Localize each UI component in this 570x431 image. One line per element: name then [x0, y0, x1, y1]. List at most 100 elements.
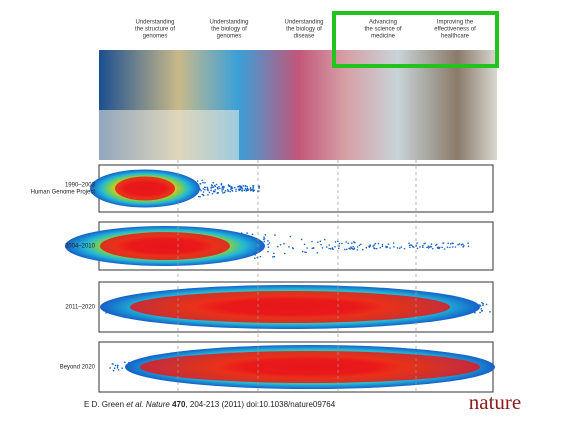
scatter-dot: [362, 249, 364, 251]
scatter-dot: [427, 246, 429, 248]
column-label: genomes: [143, 34, 168, 40]
scatter-dot: [240, 189, 242, 191]
scatter-dot: [112, 363, 114, 365]
scatter-dot: [439, 247, 441, 249]
citation: E D. Green et al. Nature 470, 204-213 (2…: [84, 400, 336, 409]
scatter-dot: [387, 246, 389, 248]
scatter-dot: [274, 234, 276, 236]
scatter-dot: [214, 189, 216, 191]
scatter-dot: [401, 246, 403, 248]
scatter-dot: [280, 244, 282, 246]
scatter-dot: [431, 246, 433, 248]
scatter-dot: [486, 304, 488, 306]
scatter-dot: [211, 185, 213, 187]
scatter-dot: [231, 187, 233, 189]
scatter-dot: [409, 245, 411, 247]
scatter-dot: [335, 241, 337, 243]
scatter-dot: [201, 194, 203, 196]
scatter-dot: [322, 247, 324, 249]
scatter-dot: [197, 180, 199, 182]
scatter-dot: [283, 243, 285, 245]
scatter-dot: [306, 247, 308, 249]
citation-journal: et al. Nature: [126, 400, 172, 409]
scatter-dot: [272, 256, 274, 258]
scatter-dot: [113, 370, 115, 372]
scatter-dot: [373, 247, 375, 249]
scatter-dot: [213, 191, 215, 193]
scatter-dot: [412, 246, 414, 248]
scatter-dot: [450, 243, 452, 245]
scatter-dot: [426, 247, 428, 249]
scatter-dot: [254, 257, 256, 259]
scatter-dot: [489, 311, 491, 313]
scatter-dot: [243, 185, 245, 187]
scatter-dot: [332, 247, 334, 249]
scatter-dot: [222, 192, 224, 194]
scatter-dot: [273, 253, 275, 255]
column-label: the structure of: [135, 27, 175, 33]
scatter-dot: [341, 243, 343, 245]
scatter-dot: [302, 251, 304, 253]
scatter-dot: [252, 234, 254, 236]
scatter-dot: [263, 238, 265, 240]
scatter-dot: [277, 246, 279, 248]
scatter-dot: [199, 196, 201, 198]
scatter-dot: [200, 183, 202, 185]
scatter-dot: [382, 244, 384, 246]
column-label: the biology of: [286, 27, 322, 33]
nature-logo: nature: [469, 390, 521, 414]
scatter-dot: [360, 244, 362, 246]
scatter-dot: [203, 188, 205, 190]
scatter-dot: [324, 239, 326, 241]
scatter-dot: [482, 304, 484, 306]
scatter-dot: [124, 361, 126, 363]
scatter-dot: [339, 243, 341, 245]
banner-dna-text-area: [99, 110, 239, 160]
scatter-dot: [437, 247, 439, 249]
scatter-dot: [388, 243, 390, 245]
scatter-dot: [225, 190, 227, 192]
column-label: genomes: [217, 34, 242, 40]
scatter-dot: [115, 365, 117, 367]
scatter-dot: [224, 192, 226, 194]
row-label: Human Genome Project: [31, 190, 96, 196]
scatter-dot: [304, 251, 306, 253]
scatter-dot: [373, 244, 375, 246]
scatter-dot: [447, 243, 449, 245]
scatter-dot: [267, 251, 269, 253]
scatter-dot: [317, 241, 319, 243]
scatter-dot: [422, 245, 424, 247]
scatter-dot: [422, 246, 424, 248]
scatter-dot: [461, 244, 463, 246]
scatter-dot: [462, 243, 464, 245]
scatter-dot: [357, 246, 359, 248]
scatter-dot: [354, 247, 356, 249]
scatter-dot: [382, 246, 384, 248]
scatter-dot: [201, 179, 203, 181]
scatter-dot: [455, 246, 457, 248]
scatter-dot: [481, 302, 483, 304]
scatter-dot: [304, 244, 306, 246]
column-label: Understanding: [284, 20, 323, 26]
scatter-dot: [459, 243, 461, 245]
scatter-dot: [359, 245, 361, 247]
scatter-dot: [311, 241, 313, 243]
scatter-dot: [329, 244, 331, 246]
scatter-dot: [241, 190, 243, 192]
scatter-dot: [235, 190, 237, 192]
scatter-dot: [357, 249, 359, 251]
row-label: 2011–2020: [65, 305, 95, 311]
scatter-dot: [228, 184, 230, 186]
scatter-dot: [252, 188, 254, 190]
scatter-dot: [346, 248, 348, 250]
scatter-dot: [234, 187, 236, 189]
column-label: medicine: [371, 34, 396, 40]
scatter-dot: [221, 190, 223, 192]
scatter-dot: [265, 234, 267, 236]
scatter-dot: [436, 244, 438, 246]
scatter-dot: [397, 247, 399, 249]
row-label: 2004–2010: [65, 244, 96, 250]
scatter-dot: [431, 243, 433, 245]
scatter-dot: [268, 246, 270, 248]
scatter-dot: [202, 182, 204, 184]
